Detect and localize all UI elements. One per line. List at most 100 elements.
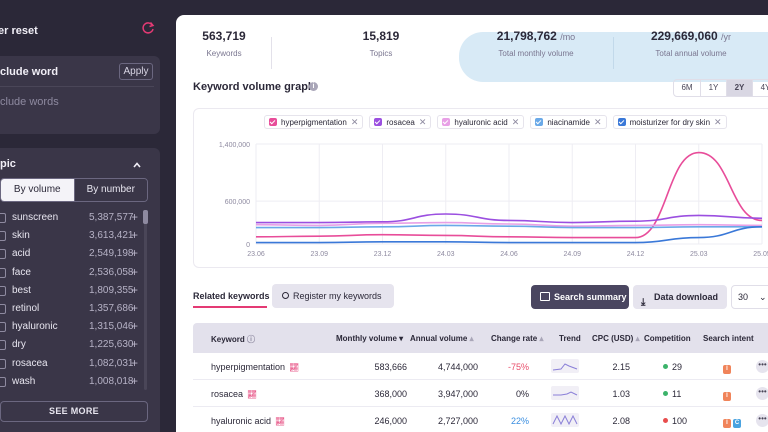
add-topic-icon[interactable]: + — [131, 319, 139, 334]
series-line[interactable] — [256, 224, 762, 229]
remove-icon[interactable]: ✕ — [714, 116, 722, 127]
add-topic-icon[interactable]: + — [131, 246, 139, 261]
stat-topics-value: 15,819 — [362, 29, 400, 43]
chart-icon[interactable]: 📈︎ — [289, 363, 300, 372]
related-keywords-tab[interactable]: Related keywords — [193, 291, 270, 301]
range-tab-2y[interactable]: 2Y — [726, 80, 752, 96]
add-topic-icon[interactable]: + — [131, 264, 139, 279]
keyword-cell[interactable]: hyaluronic acid 📈︎ — [211, 416, 286, 426]
checkbox[interactable] — [0, 303, 6, 314]
checkbox[interactable] — [374, 118, 383, 126]
checkbox[interactable] — [0, 213, 6, 223]
checkbox[interactable] — [0, 322, 6, 333]
see-more-button[interactable]: SEE MORE — [0, 401, 148, 422]
change-rate-cell: 0% — [515, 389, 529, 399]
col-competition[interactable]: Competition — [644, 334, 691, 343]
table-row[interactable]: rosacea 📈︎ 368,000 3,947,000 0% 1.03 11 I… — [193, 380, 768, 407]
more-options-icon[interactable]: ••• — [756, 360, 768, 373]
series-chip[interactable]: moisturizer for dry skin ✕ — [612, 115, 727, 129]
range-tab-4y[interactable]: 4Y — [752, 80, 768, 96]
checkbox[interactable] — [0, 267, 6, 278]
y-tick-label: 1,400,000 — [219, 142, 250, 149]
remove-icon[interactable]: ✕ — [350, 116, 359, 127]
trend-sparkline — [551, 359, 579, 375]
apply-button[interactable]: Apply — [119, 63, 153, 80]
topic-item[interactable]: retinol 1,357,686 + — [0, 300, 154, 318]
add-topic-icon[interactable]: + — [131, 300, 139, 315]
col-keyword[interactable]: Keyword ⓘ — [211, 335, 256, 344]
topic-sort-toggle: By volume By number — [0, 178, 148, 202]
competition-dot — [663, 364, 668, 369]
series-line[interactable] — [256, 213, 763, 224]
col-annual-volume[interactable]: Annual volume ▴ — [410, 334, 474, 343]
series-chip[interactable]: hyaluronic acid ✕ — [437, 115, 525, 129]
search-summary-button[interactable]: Search summary — [531, 285, 629, 309]
topic-item[interactable]: acid 2,549,198 + — [0, 245, 154, 263]
col-change-rate[interactable]: Change rate ▴ — [491, 334, 544, 343]
topic-item[interactable]: hyaluronic 1,315,046 + — [0, 318, 154, 336]
info-icon[interactable]: i — [309, 82, 318, 91]
checkbox[interactable] — [269, 118, 277, 126]
range-tab-6m[interactable]: 6M — [681, 83, 693, 92]
series-line[interactable] — [255, 221, 763, 227]
table-row[interactable]: hyperpigmentation 📈︎ 583,666 4,744,000 -7… — [193, 353, 768, 380]
checkbox[interactable] — [0, 249, 6, 260]
register-keywords-button[interactable]: Register my keywords — [272, 284, 394, 308]
stats-bar: 563,719 Keywords 15,819 Topics 21,798,76… — [176, 29, 768, 82]
checkbox[interactable] — [0, 285, 6, 296]
checkbox[interactable] — [617, 118, 626, 126]
include-words-input[interactable]: clude words — [0, 96, 59, 108]
more-options-icon[interactable]: ••• — [756, 387, 768, 400]
keyword-cell[interactable]: hyperpigmentation 📈︎ — [211, 362, 300, 372]
checkbox[interactable] — [0, 231, 6, 242]
chevron-up-icon[interactable] — [132, 160, 142, 170]
col-search-intent: Search intent — [703, 334, 754, 343]
data-download-button[interactable]: ⤓ Data download — [633, 285, 727, 309]
checkbox[interactable] — [535, 118, 544, 126]
y-tick-label: 600,000 — [225, 199, 250, 206]
checkbox[interactable] — [0, 358, 6, 369]
filter-reset[interactable]: er reset — [0, 18, 172, 44]
range-tab-1y[interactable]: 1Y — [700, 80, 726, 96]
add-topic-icon[interactable]: + — [131, 282, 139, 297]
series-line[interactable] — [255, 151, 763, 239]
add-topic-icon[interactable]: + — [131, 337, 139, 352]
series-chip[interactable]: niacinamide ✕ — [530, 115, 607, 129]
reset-icon[interactable] — [140, 20, 156, 36]
add-topic-icon[interactable]: + — [131, 355, 139, 370]
topic-item[interactable]: wash 1,008,018 + — [0, 373, 154, 391]
table-row[interactable]: hyaluronic acid 📈︎ 246,000 2,727,000 22% … — [193, 407, 768, 432]
search-intent-cell: I — [723, 362, 733, 374]
col-cpc[interactable]: CPC (USD) ▴ — [592, 334, 640, 343]
checkbox[interactable] — [442, 118, 451, 126]
col-monthly-volume[interactable]: Monthly volume ▾ — [336, 334, 404, 343]
topic-panel: pic By volume By number sunscreen 5,387,… — [0, 148, 160, 432]
remove-icon[interactable]: ✕ — [418, 116, 427, 127]
remove-icon[interactable]: ✕ — [511, 116, 520, 127]
topic-item[interactable]: skin 3,613,421 + — [0, 227, 154, 245]
topic-item[interactable]: dry 1,225,630 + — [0, 336, 154, 354]
x-tick-label: 23.06 — [247, 251, 265, 258]
keyword-cell[interactable]: rosacea 📈︎ — [211, 389, 258, 399]
topic-item[interactable]: best 1,809,355 + — [0, 282, 154, 300]
add-topic-icon[interactable]: + — [131, 210, 139, 224]
series-chip[interactable]: rosacea ✕ — [369, 115, 432, 129]
chart-icon[interactable]: 📈︎ — [247, 390, 258, 399]
more-options-icon[interactable]: ••• — [756, 414, 768, 427]
topic-item[interactable]: rosacea 1,082,031 + — [0, 355, 154, 373]
sort-by-volume-tab[interactable]: By volume — [1, 179, 74, 201]
sort-by-number-tab[interactable]: By number — [73, 179, 147, 201]
topic-item[interactable]: face 2,536,058 + — [0, 264, 154, 282]
series-chip[interactable]: hyperpigmentation ✕ — [264, 115, 364, 129]
topic-item[interactable]: sunscreen 5,387,577 + — [0, 209, 154, 227]
change-rate-cell: -75% — [507, 362, 529, 372]
add-topic-icon[interactable]: + — [131, 228, 139, 243]
checkbox[interactable] — [0, 376, 6, 387]
checkbox[interactable] — [0, 340, 6, 351]
remove-icon[interactable]: ✕ — [594, 116, 602, 127]
chart-icon[interactable]: 📈︎ — [275, 417, 286, 426]
series-line[interactable] — [255, 226, 763, 244]
add-topic-icon[interactable]: + — [131, 373, 139, 388]
per-page-select[interactable]: 30 ⌄ — [731, 285, 768, 309]
topic-scrollbar[interactable] — [143, 210, 148, 390]
